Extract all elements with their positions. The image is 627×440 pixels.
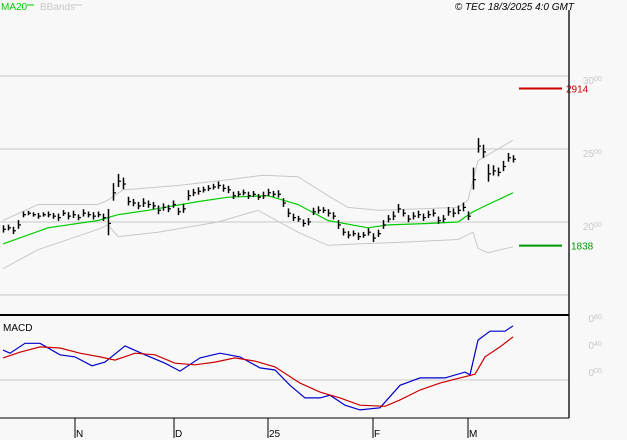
bband-upper-line — [2, 139, 514, 221]
macd-lines — [2, 325, 514, 411]
macd-title: MACD — [3, 323, 32, 334]
x-axis-tick-label: D — [175, 429, 182, 440]
copyright-timestamp: © TEC 18/3/2025 4:0 GMT — [455, 2, 575, 13]
macd-y-tick-label: 0 — [588, 314, 594, 325]
x-axis: N D 25 F M — [74, 418, 477, 440]
macd-y-tick-label-decimals: 00 — [594, 368, 602, 375]
price-y-tick-label-decimals: 00 — [594, 149, 602, 156]
x-axis-tick-label: M — [469, 429, 477, 440]
chart-header: MA20 BBands © TEC 18/3/2025 4:0 GMT — [1, 2, 575, 13]
price-gridlines — [0, 75, 569, 296]
x-axis-tick-label: F — [374, 429, 380, 440]
price-y-tick-label: 20 — [583, 222, 595, 233]
bollinger-bands — [2, 139, 514, 270]
price-y-tick-label: 30 — [583, 76, 595, 87]
price-y-tick-label: 25 — [583, 149, 595, 160]
legend-ma20: MA20 — [1, 2, 28, 13]
x-axis-tick-label: N — [76, 429, 83, 440]
ma20-polyline — [2, 192, 514, 245]
x-axis-tick-label: 25 — [269, 429, 281, 440]
macd-y-tick-label-decimals: 80 — [594, 314, 602, 321]
price-y-tick-label-decimals: 00 — [594, 222, 602, 229]
price-y-tick-label-decimals: 00 — [594, 76, 602, 83]
panel-frame — [0, 10, 570, 419]
price-markers: 2914 1838 — [519, 85, 594, 253]
macd-y-tick-label-decimals: 40 — [594, 341, 602, 348]
price-marker-label: 1838 — [571, 242, 594, 253]
macd-line — [2, 325, 514, 411]
legend-bbands: BBands — [40, 2, 75, 13]
macd-y-tick-label: 0 — [588, 368, 594, 379]
price-bars — [2, 138, 516, 243]
bband-lower-line — [2, 209, 514, 270]
ma20-line — [2, 192, 514, 245]
macd-y-tick-label: 0 — [588, 341, 594, 352]
macd-signal-line — [2, 336, 514, 407]
price-marker-label: 2914 — [566, 85, 589, 96]
